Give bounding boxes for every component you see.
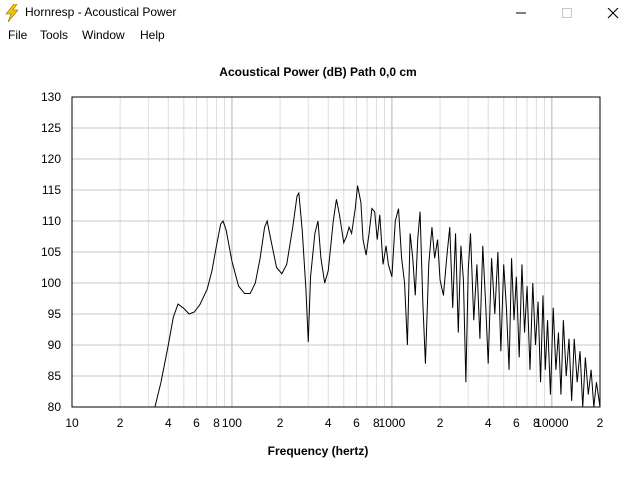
x-tick-label: 8 bbox=[373, 416, 380, 430]
y-tick-label: 125 bbox=[41, 121, 61, 135]
close-button[interactable] bbox=[590, 0, 636, 26]
menu-window[interactable]: Window bbox=[82, 28, 125, 42]
series-line bbox=[154, 185, 601, 408]
x-tick-label: 2 bbox=[277, 416, 284, 430]
x-tick-label: 2 bbox=[597, 416, 604, 430]
window-title: Hornresp - Acoustical Power bbox=[25, 5, 177, 19]
y-tick-label: 105 bbox=[41, 245, 61, 259]
x-tick-label: 10 bbox=[65, 416, 79, 430]
x-tick-label: 4 bbox=[485, 416, 492, 430]
close-icon bbox=[607, 8, 619, 19]
maximize-button[interactable] bbox=[544, 0, 590, 26]
x-tick-label: 100 bbox=[222, 416, 242, 430]
minimize-icon bbox=[516, 12, 526, 14]
y-tick-label: 110 bbox=[42, 214, 61, 228]
x-tick-label: 2 bbox=[117, 416, 124, 430]
menu-bar: File Tools Window Help bbox=[0, 26, 636, 46]
x-tick-label: 4 bbox=[165, 416, 172, 430]
title-bar: Hornresp - Acoustical Power bbox=[0, 0, 636, 26]
y-tick-label: 95 bbox=[48, 307, 62, 321]
y-tick-label: 130 bbox=[41, 90, 61, 104]
chart-title: Acoustical Power (dB) Path 0,0 cm bbox=[219, 65, 417, 79]
x-tick-label: 6 bbox=[193, 416, 200, 430]
plot-area: Acoustical Power (dB) Path 0,0 cm 130 125… bbox=[0, 46, 636, 478]
x-tick-label: 6 bbox=[513, 416, 520, 430]
menu-tools[interactable]: Tools bbox=[40, 28, 69, 42]
maximize-icon bbox=[562, 8, 572, 18]
menu-help[interactable]: Help bbox=[140, 28, 165, 42]
menu-file[interactable]: File bbox=[8, 28, 28, 42]
x-tick-label: 4 bbox=[325, 416, 332, 430]
y-tick-label: 90 bbox=[48, 338, 62, 352]
x-tick-label: 1000 bbox=[379, 416, 406, 430]
y-tick-label: 80 bbox=[48, 400, 62, 414]
y-tick-label: 85 bbox=[48, 369, 62, 383]
plot-frame bbox=[71, 96, 601, 408]
x-axis-label: Frequency (hertz) bbox=[267, 444, 369, 458]
y-tick-label: 100 bbox=[41, 276, 61, 290]
x-tick-label: 8 bbox=[213, 416, 220, 430]
x-tick-label: 8 bbox=[533, 416, 540, 430]
x-tick-label: 6 bbox=[353, 416, 360, 430]
lightning-icon bbox=[4, 3, 20, 23]
y-tick-label: 120 bbox=[41, 152, 61, 166]
x-tick-label: 2 bbox=[437, 416, 444, 430]
y-tick-label: 115 bbox=[42, 183, 61, 197]
x-tick-label: 10000 bbox=[535, 416, 569, 430]
minimize-button[interactable] bbox=[498, 0, 544, 26]
